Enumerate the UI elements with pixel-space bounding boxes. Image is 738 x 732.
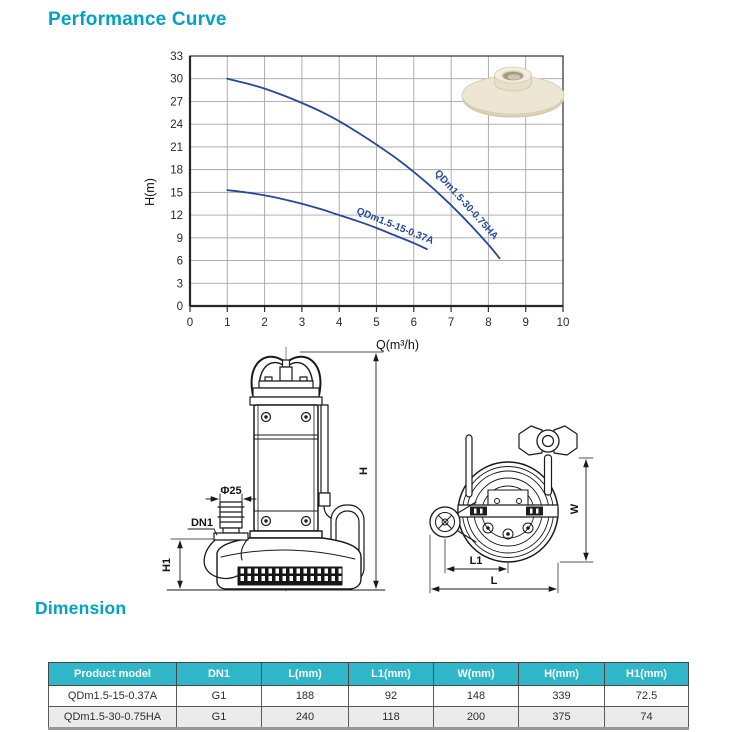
guide-pin	[465, 434, 473, 498]
table-header-cell: L(mm)	[261, 662, 349, 686]
curve-label: QDm1.5-30-0.75HA	[432, 168, 500, 242]
dn1-leader	[187, 528, 218, 536]
y-tick-label: 24	[170, 119, 183, 131]
performance-curve-title: Performance Curve	[48, 9, 227, 30]
h1-label: H1	[161, 558, 173, 572]
table-header-cell: L1(mm)	[348, 662, 434, 686]
x-tick-label: 7	[448, 317, 454, 329]
y-tick-label: 30	[170, 74, 183, 86]
table-cell: QDm1.5-15-0.37A	[48, 685, 177, 707]
handle-top	[518, 425, 578, 496]
x-tick-label: 6	[411, 317, 417, 329]
table-header-cell: DN1	[176, 662, 262, 686]
h1-dimension	[170, 538, 214, 589]
handle-rod	[543, 454, 553, 496]
y-tick-label: 3	[177, 278, 183, 290]
x-axis-title: Q(m³/h)	[376, 338, 419, 352]
table-cell: 92	[348, 685, 434, 707]
table-cell: 200	[433, 706, 519, 729]
outlet-port	[429, 501, 477, 543]
h-label: H	[358, 467, 370, 475]
dimension-table: Product model DN1 L(mm) L1(mm) W(mm) H(mm) H1(…	[48, 662, 689, 730]
l1-dimension	[444, 538, 509, 574]
table-cell: 74	[604, 706, 689, 729]
y-tick-label: 9	[177, 233, 183, 245]
clamp-bar	[457, 504, 559, 518]
table-cell: 339	[518, 685, 605, 707]
outlet-hose-barb	[203, 501, 249, 580]
x-tick-label: 5	[373, 317, 379, 329]
l-label: L	[491, 575, 498, 587]
y-tick-label: 0	[177, 301, 183, 313]
table-head: Product model DN1 L(mm) L1(mm) W(mm) H(mm) H1(…	[48, 662, 689, 686]
w-dimension	[559, 457, 594, 563]
strainer-band	[237, 566, 343, 586]
pump-front-view-drawing: Φ25 DN1 H1 H	[161, 346, 386, 592]
dn1-label: DN1	[191, 517, 213, 529]
table-header-cell: H1(mm)	[604, 662, 689, 686]
phi25-dimension	[205, 493, 257, 505]
x-tick-label: 9	[522, 317, 528, 329]
y-tick-label: 33	[170, 51, 183, 63]
table-cell: G1	[176, 706, 262, 729]
cable-gland	[279, 359, 293, 382]
table-header-row: Product model DN1 L(mm) L1(mm) W(mm) H(mm) H1(…	[48, 662, 689, 686]
h-dimension	[166, 351, 386, 591]
y-tick-label: 21	[170, 142, 183, 154]
table-cell: 240	[261, 706, 349, 729]
curve-QDm1.5-30-0.75HA	[226, 77, 501, 260]
table-cell: QDm1.5-30-0.75HA	[48, 706, 177, 729]
volute-base	[216, 530, 362, 590]
l-dimension	[429, 534, 559, 594]
table-header-cell: Product model	[48, 662, 177, 686]
table-cell: 375	[518, 706, 605, 729]
top-cover	[249, 376, 323, 406]
table-header-cell: H(mm)	[518, 662, 605, 686]
table-cell: 188	[261, 685, 349, 707]
impeller-image	[461, 66, 565, 118]
motor-body	[253, 404, 319, 532]
performance-chart: 0 1 2 3 4 5 6 7 8 9 1003691215182124273033H(m)Q(m³…	[143, 51, 570, 352]
curve-QDm1.5-15-0.37A	[226, 189, 428, 251]
x-tick-label: 3	[299, 317, 305, 329]
x-tick-label: 8	[485, 317, 491, 329]
y-tick-label: 12	[170, 210, 183, 222]
x-tick-label: 10	[557, 317, 570, 329]
pump-top-view-drawing: W L1 L	[429, 425, 594, 594]
table-cell: 72.5	[604, 685, 689, 707]
table-cell: G1	[176, 685, 262, 707]
y-tick-label: 15	[170, 187, 183, 199]
y-tick-label: 27	[170, 96, 183, 108]
phi25-label: Φ25	[220, 485, 241, 497]
table-cell: 148	[433, 685, 519, 707]
impeller-rim-line	[464, 98, 562, 118]
table-header-cell: W(mm)	[433, 662, 519, 686]
w-label: W	[569, 503, 581, 514]
table-cell: 118	[348, 706, 434, 729]
table-row: QDm1.5-30-0.75HA G1 240 118 200 375 74	[48, 706, 689, 729]
y-tick-label: 6	[177, 256, 183, 268]
dimension-title: Dimension	[35, 598, 127, 618]
curve-label: QDm1.5-15-0.37A	[355, 206, 435, 247]
y-tick-label: 18	[170, 165, 183, 177]
x-tick-label: 4	[336, 317, 343, 329]
l1-label: L1	[470, 555, 483, 567]
impeller-bore-floor	[507, 74, 521, 80]
table-row: QDm1.5-15-0.37A G1 188 92 148 339 72.5	[48, 685, 689, 707]
x-tick-label: 2	[261, 317, 267, 329]
x-tick-label: 1	[224, 317, 230, 329]
y-axis-title: H(m)	[143, 178, 157, 206]
table-body: QDm1.5-15-0.37A G1 188 92 148 339 72.5 QDm1.5-3…	[48, 685, 689, 729]
x-tick-label: 0	[187, 317, 193, 329]
